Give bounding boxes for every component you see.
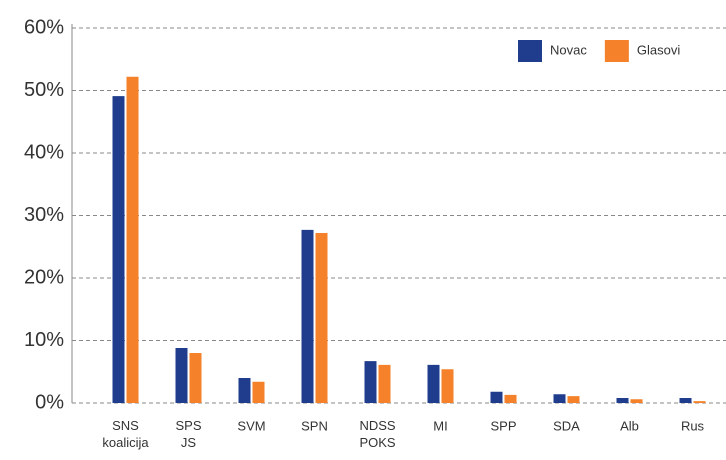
legend-swatch [518, 40, 542, 62]
bar [679, 398, 692, 403]
x-tick-label: Alb [620, 418, 639, 433]
x-tick-label: NDSS POKS [359, 418, 395, 450]
y-tick-label: 10% [24, 329, 64, 351]
bar [301, 229, 314, 403]
x-tick-label: SDA [553, 418, 580, 433]
x-tick-label: SPP [490, 418, 516, 433]
bar [378, 364, 391, 403]
bar [630, 399, 643, 403]
bar [315, 233, 328, 403]
y-tick-label: 60% [24, 16, 64, 38]
bar [504, 394, 517, 403]
x-tick-label: SPN [301, 418, 328, 433]
x-tick-label: MI [433, 418, 447, 433]
bar [553, 394, 566, 403]
legend-label: Glasovi [637, 42, 680, 57]
bar [364, 361, 377, 403]
legend-swatch [604, 40, 629, 62]
x-tick-label: Rus [681, 418, 705, 433]
y-tick-label: 0% [35, 391, 64, 413]
x-tick-label: SNS koalicija [102, 418, 149, 450]
x-tick-label: SPS JS [175, 418, 201, 450]
legend-label: Novac [550, 42, 587, 57]
bar [112, 96, 125, 403]
bar [252, 381, 265, 403]
bar [189, 353, 202, 403]
y-tick-label: 40% [24, 141, 64, 163]
x-tick-label: SVM [237, 418, 265, 433]
bar [490, 391, 503, 403]
bar [126, 76, 139, 403]
y-tick-label: 50% [24, 79, 64, 101]
bar [238, 378, 251, 403]
bar [427, 364, 440, 403]
bar [175, 348, 188, 403]
y-tick-label: 20% [24, 266, 64, 288]
bar [567, 396, 580, 403]
bar [616, 398, 629, 403]
bar [441, 369, 454, 403]
y-tick-label: 30% [24, 204, 64, 226]
bar [693, 401, 706, 403]
